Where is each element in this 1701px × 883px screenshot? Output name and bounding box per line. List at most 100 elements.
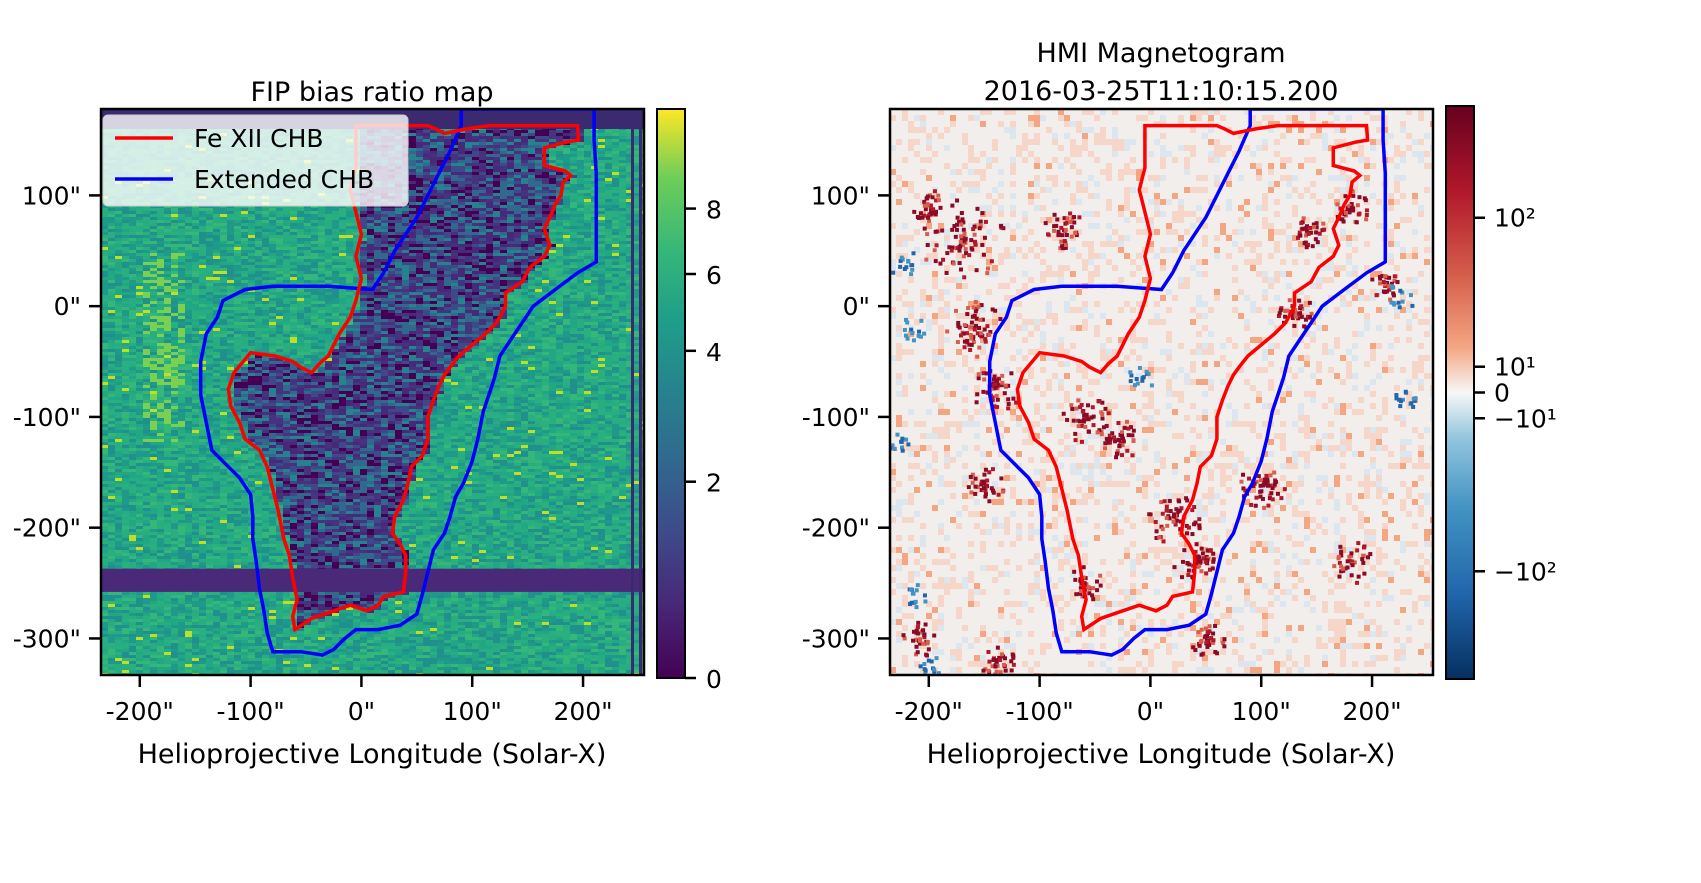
fip-pixel [584, 217, 591, 220]
fip-pixel [220, 280, 227, 283]
fip-pixel [612, 193, 619, 196]
fip-pixel [507, 268, 514, 271]
fip-pixel [423, 181, 430, 184]
fip-pixel [332, 211, 339, 214]
fip-pixel [612, 214, 619, 217]
fip-pixel [465, 289, 472, 292]
fip-pixel [514, 196, 521, 199]
fip-pixel [430, 160, 437, 163]
fip-pixel [115, 247, 122, 250]
fip-pixel [528, 190, 535, 193]
fip-pixel [542, 130, 549, 133]
fip-pixel [465, 190, 472, 193]
fip-pixel [290, 271, 297, 274]
fip-pixel [220, 235, 227, 238]
fip-pixel [563, 271, 570, 274]
fip-pixel [626, 172, 633, 175]
fip-pixel [535, 148, 542, 151]
fip-pixel [465, 193, 472, 196]
fip-pixel [227, 220, 234, 223]
fip-pixel [549, 223, 556, 226]
fip-pixel [549, 280, 556, 283]
fip-pixel [150, 211, 157, 214]
fip-pixel [367, 262, 374, 265]
fip-pixel [346, 241, 353, 244]
fip-pixel [493, 184, 500, 187]
fip-pixel [276, 223, 283, 226]
fip-pixel [213, 289, 220, 292]
fip-pixel [430, 235, 437, 238]
fip-pixel [514, 247, 521, 250]
fip-pixel [619, 130, 626, 133]
fip-pixel [563, 148, 570, 151]
fip-pixel [402, 277, 409, 280]
fip-pixel [262, 217, 269, 220]
fip-pixel [444, 253, 451, 256]
fip-pixel [430, 265, 437, 268]
fip-pixel [521, 220, 528, 223]
fip-pixel [325, 226, 332, 229]
fip-pixel [465, 247, 472, 250]
fip-pixel [556, 139, 563, 142]
fip-pixel [430, 229, 437, 232]
fip-pixel [339, 268, 346, 271]
fip-pixel [241, 292, 248, 295]
fip-pixel [437, 283, 444, 286]
fip-pixel [395, 268, 402, 271]
fip-pixel [591, 244, 598, 247]
fip-pixel [395, 256, 402, 259]
fip-pixel [178, 250, 185, 253]
fip-pixel [486, 172, 493, 175]
fip-pixel [213, 256, 220, 259]
fip-pixel [213, 283, 220, 286]
fip-pixel [479, 220, 486, 223]
fip-pixel [556, 211, 563, 214]
fip-pixel [612, 172, 619, 175]
fip-pixel [416, 199, 423, 202]
fip-pixel [220, 274, 227, 277]
fip-pixel [458, 190, 465, 193]
fip-pixel [500, 136, 507, 139]
fip-pixel [178, 247, 185, 250]
fip-pixel [325, 280, 332, 283]
fip-pixel [486, 286, 493, 289]
fip-pixel [479, 133, 486, 136]
fip-pixel [444, 169, 451, 172]
fip-pixel [318, 241, 325, 244]
fip-pixel [416, 244, 423, 247]
fip-pixel [325, 232, 332, 235]
fip-pixel [444, 226, 451, 229]
fip-pixel [318, 235, 325, 238]
fip-pixel [528, 181, 535, 184]
fip-pixel [605, 166, 612, 169]
fip-pixel [269, 223, 276, 226]
fip-pixel [584, 220, 591, 223]
fip-pixel [409, 163, 416, 166]
fip-pixel [269, 277, 276, 280]
fip-pixel [486, 217, 493, 220]
fip-pixel [192, 217, 199, 220]
fip-pixel [458, 136, 465, 139]
fip-pixel [535, 154, 542, 157]
fip-pixel [612, 145, 619, 148]
fip-pixel [521, 253, 528, 256]
fip-pixel [500, 268, 507, 271]
fip-pixel [437, 202, 444, 205]
fip-pixel [346, 259, 353, 262]
fip-pixel [409, 238, 416, 241]
fip-pixel [276, 271, 283, 274]
fip-pixel [472, 229, 479, 232]
fip-pixel [129, 250, 136, 253]
fip-pixel [101, 298, 108, 301]
fip-pixel [577, 181, 584, 184]
fip-pixel [248, 226, 255, 229]
fip-pixel [458, 142, 465, 145]
fip-pixel [283, 229, 290, 232]
fip-pixel [255, 235, 262, 238]
fip-pixel [465, 211, 472, 214]
fip-pixel [122, 232, 129, 235]
fip-pixel [500, 172, 507, 175]
fip-pixel [458, 205, 465, 208]
fip-pixel [234, 229, 241, 232]
fip-pixel [192, 208, 199, 211]
